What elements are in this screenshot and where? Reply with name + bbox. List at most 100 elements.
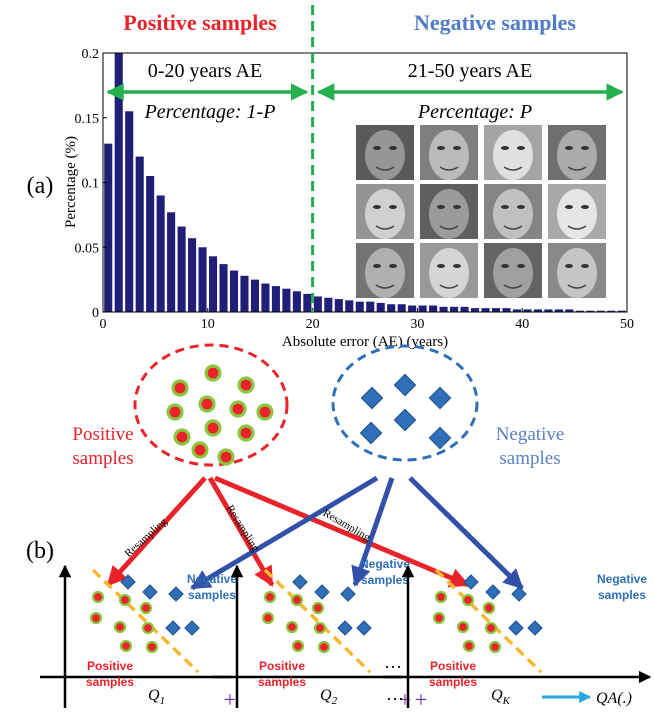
face-shape bbox=[557, 248, 597, 298]
positive-sample bbox=[239, 378, 253, 392]
bar bbox=[314, 296, 322, 312]
q-subscript: K bbox=[502, 695, 511, 707]
panel-negative-label: Negative bbox=[187, 572, 237, 586]
positive-sample bbox=[141, 603, 151, 613]
y-tick-label: 0 bbox=[92, 306, 99, 321]
positive-sample bbox=[484, 603, 494, 613]
x-tick-label: 30 bbox=[410, 317, 424, 332]
bar bbox=[272, 286, 280, 312]
negative-sample bbox=[512, 587, 526, 601]
positive-sample bbox=[292, 595, 302, 605]
bar bbox=[377, 303, 385, 312]
positive-sample bbox=[319, 642, 329, 652]
eye bbox=[517, 146, 525, 150]
positive-sample bbox=[115, 622, 125, 632]
negative-sample bbox=[341, 587, 355, 601]
negative-sample bbox=[509, 621, 523, 635]
bar bbox=[387, 304, 395, 312]
negative-sample bbox=[361, 387, 382, 408]
bar bbox=[408, 306, 416, 312]
positive-sample bbox=[120, 595, 130, 605]
eye bbox=[389, 205, 397, 209]
eye bbox=[581, 146, 589, 150]
q-subscript: 2 bbox=[332, 695, 338, 707]
y-axis-label: Percentage (%) bbox=[63, 136, 79, 228]
positive-sample bbox=[486, 623, 496, 633]
eye bbox=[389, 146, 397, 150]
negative-sample bbox=[464, 575, 478, 589]
x-tick-label: 20 bbox=[306, 317, 320, 332]
y-tick-label: 0.1 bbox=[82, 177, 100, 192]
range-label: 21-50 years AE bbox=[408, 60, 532, 82]
positive-sample bbox=[200, 397, 214, 411]
positive-sample bbox=[464, 641, 474, 651]
bar bbox=[366, 302, 374, 312]
bar bbox=[125, 111, 133, 312]
bar bbox=[146, 176, 154, 312]
panel-positive-label: Positive bbox=[259, 659, 305, 673]
eye bbox=[373, 146, 381, 150]
positive-sample bbox=[265, 592, 275, 602]
positive-sample bbox=[193, 443, 207, 457]
negative-sample bbox=[360, 422, 381, 443]
positive-sample bbox=[219, 450, 233, 464]
face-shape bbox=[365, 189, 405, 239]
plus-sign: + bbox=[224, 687, 236, 712]
positive-sample bbox=[463, 595, 473, 605]
face-shape bbox=[493, 248, 533, 298]
bar bbox=[450, 307, 458, 312]
negative-sample bbox=[315, 585, 329, 599]
eye bbox=[373, 205, 381, 209]
positive-sample bbox=[168, 405, 182, 419]
y-tick-label: 0.05 bbox=[75, 241, 100, 256]
eye bbox=[437, 146, 445, 150]
positive-sample bbox=[436, 592, 446, 602]
negative-sample bbox=[394, 409, 415, 430]
resample-arrow bbox=[410, 478, 522, 588]
face-shape bbox=[429, 130, 469, 180]
face-shape bbox=[557, 130, 597, 180]
eye bbox=[453, 205, 461, 209]
bar bbox=[293, 291, 301, 312]
positive-sample bbox=[263, 613, 273, 623]
positive-sample bbox=[231, 402, 245, 416]
bar bbox=[440, 307, 448, 312]
q-label: QK bbox=[491, 687, 511, 707]
negative-sample bbox=[429, 387, 450, 408]
positive-sample bbox=[293, 641, 303, 651]
eye bbox=[453, 146, 461, 150]
q-name: Q bbox=[491, 687, 503, 704]
eye bbox=[389, 264, 397, 268]
face-shape bbox=[493, 189, 533, 239]
percentage-label: Percentage: 1-P bbox=[144, 101, 276, 123]
negative-sample bbox=[169, 587, 183, 601]
negative-sample bbox=[528, 621, 542, 635]
panel-positive-label: samples bbox=[86, 675, 134, 689]
bar bbox=[240, 276, 248, 312]
panel-label: (b) bbox=[26, 538, 54, 564]
negative-title: Negative samples bbox=[414, 10, 576, 35]
positive-sample bbox=[490, 642, 500, 652]
resampling-label: Resampling bbox=[224, 503, 262, 554]
panel-negative-label: Negative bbox=[597, 572, 647, 586]
bar bbox=[261, 284, 269, 312]
bar bbox=[429, 306, 437, 312]
negative-sample bbox=[166, 621, 180, 635]
figure: Positive samples Negative samples 0-20 y… bbox=[0, 0, 654, 714]
negative-sample bbox=[338, 621, 352, 635]
face-shape bbox=[493, 130, 533, 180]
resampling-label: Resampling bbox=[122, 515, 169, 559]
bar bbox=[324, 298, 332, 312]
bar bbox=[188, 238, 196, 312]
positive-sample bbox=[313, 603, 323, 613]
eye bbox=[501, 264, 509, 268]
negative-sample bbox=[357, 621, 371, 635]
positive-sample bbox=[258, 405, 272, 419]
negative-sample bbox=[143, 585, 157, 599]
bar bbox=[492, 308, 500, 312]
output-label: QA(.) bbox=[596, 690, 632, 707]
bar bbox=[471, 308, 479, 312]
group-label: Negative bbox=[496, 424, 565, 445]
eye bbox=[373, 264, 381, 268]
